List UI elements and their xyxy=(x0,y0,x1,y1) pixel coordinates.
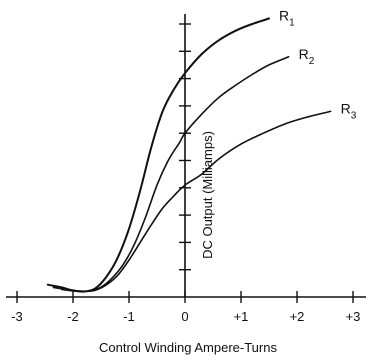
x-tick-label: -3 xyxy=(11,309,23,324)
x-tick-label: 0 xyxy=(181,309,188,324)
x-tick-label: -2 xyxy=(67,309,79,324)
series-line-r2 xyxy=(52,56,290,293)
series-line-r3 xyxy=(61,110,332,293)
x-tick-label: -1 xyxy=(123,309,135,324)
x-axis-ticks: -3 -2 -1 0 +1 +2 +3 xyxy=(11,291,360,324)
series-layer xyxy=(46,17,332,293)
series-label-r3: R3 xyxy=(341,100,357,121)
series-label-r2: R2 xyxy=(299,46,315,67)
y-axis-title: DC Output (Milliamps) xyxy=(200,131,215,259)
x-tick-label: +3 xyxy=(346,309,361,324)
y-axis-ticks xyxy=(179,23,191,271)
series-label-r1: R1 xyxy=(279,8,295,29)
series-line-r1 xyxy=(46,17,270,293)
x-tick-label: +1 xyxy=(234,309,249,324)
x-tick-label: +2 xyxy=(290,309,305,324)
x-axis-title: Control Winding Ampere-Turns xyxy=(99,340,277,355)
